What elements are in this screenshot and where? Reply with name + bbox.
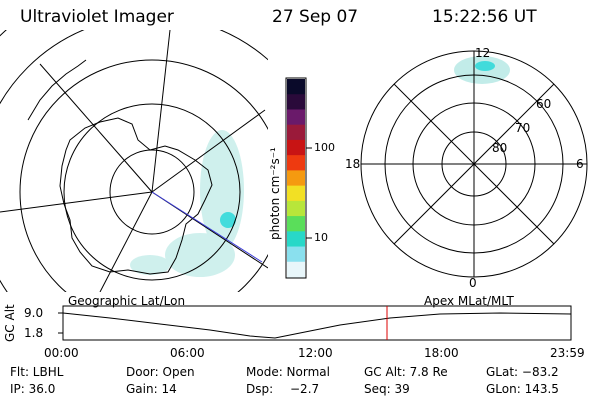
colorbar-band xyxy=(287,261,305,278)
polar-map-label: Apex MLat/MLT xyxy=(424,294,514,308)
colorbar-band xyxy=(287,200,305,217)
colorbar-tick-10: 10 xyxy=(314,231,328,244)
coastline-fragment xyxy=(27,59,87,121)
colorbar-unit-label: photon cm⁻²s⁻¹ xyxy=(268,147,282,240)
x-tick-0600: 06:00 xyxy=(170,346,205,360)
altitude-plot xyxy=(58,305,572,341)
date-label: 27 Sep 07 xyxy=(272,7,359,27)
info-gc-alt: GC Alt: 7.8 Re xyxy=(364,365,448,379)
mlt-label-6: 6 xyxy=(576,157,584,171)
info-dsp-label: Dsp: xyxy=(246,382,274,396)
colorbar-band xyxy=(287,170,305,187)
aurora-emission-geo xyxy=(130,130,244,277)
aurora-bright-spot xyxy=(220,212,236,228)
colorbar xyxy=(285,77,312,279)
colorbar-band xyxy=(287,94,305,110)
mlt-lines xyxy=(361,51,587,277)
info-dsp-value: −2.7 xyxy=(290,382,320,396)
colorbar-tick-100: 100 xyxy=(314,141,335,154)
time-label: 15:22:56 UT xyxy=(432,7,537,27)
instrument-title: Ultraviolet Imager xyxy=(20,7,174,27)
lat-label-60: 60 xyxy=(536,97,552,111)
info-door: Door: Open xyxy=(126,365,195,379)
x-tick-1800: 18:00 xyxy=(424,346,459,360)
colorbar-band xyxy=(287,79,305,95)
altitude-ytick-high: 9.0 xyxy=(24,306,44,320)
x-tick-0000: 00:00 xyxy=(44,346,79,360)
mlt-label-12: 12 xyxy=(475,46,491,60)
aurora-bright-spot-polar xyxy=(475,61,495,71)
lat-label-80: 80 xyxy=(492,141,508,155)
altitude-ylabel: GC Alt xyxy=(3,304,17,342)
ground-track xyxy=(151,191,263,263)
colorbar-band xyxy=(287,185,305,202)
lat-label-70: 70 xyxy=(515,121,531,135)
x-tick-2359: 23:59 xyxy=(550,346,585,360)
geo-map-label: Geographic Lat/Lon xyxy=(68,294,186,308)
x-tick-1200: 12:00 xyxy=(298,346,333,360)
latitude-circles xyxy=(0,30,268,292)
altitude-curve xyxy=(62,312,572,339)
colorbar-band xyxy=(287,124,305,141)
geographic-map xyxy=(0,30,268,292)
antarctica-coastline xyxy=(59,117,213,275)
polar-plot xyxy=(360,50,588,278)
colorbar-band xyxy=(287,216,305,232)
info-ip: IP: 36.0 xyxy=(10,382,56,396)
altitude-ytick-low: 1.8 xyxy=(24,326,44,340)
info-filter: Flt: LBHL xyxy=(10,365,64,379)
info-gain: Gain: 14 xyxy=(126,382,177,396)
info-glon: GLon: 143.5 xyxy=(486,382,559,396)
info-seq: Seq: 39 xyxy=(364,382,410,396)
mlt-label-0: 0 xyxy=(469,276,477,290)
colorbar-band xyxy=(287,155,305,171)
colorbar-band xyxy=(287,231,305,248)
mlt-label-18: 18 xyxy=(345,157,361,171)
colorbar-band xyxy=(287,109,305,126)
info-glat: GLat: −83.2 xyxy=(486,365,559,379)
info-mode: Mode: Normal xyxy=(246,365,330,379)
colorbar-band xyxy=(287,246,305,263)
colorbar-band xyxy=(287,139,305,156)
